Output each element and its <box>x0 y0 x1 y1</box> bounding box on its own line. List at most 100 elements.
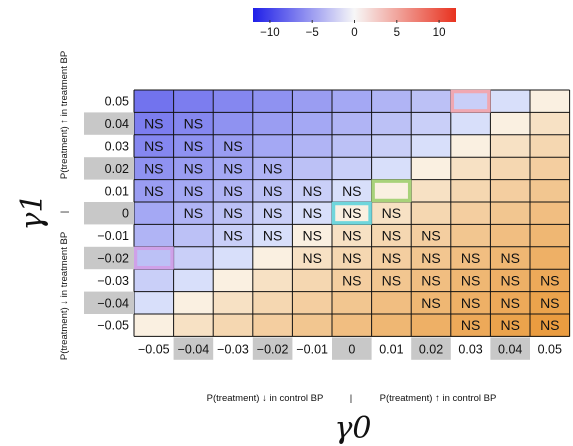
ns-label: NS <box>184 183 203 199</box>
heatmap-cell <box>411 157 452 181</box>
heatmap-cell <box>292 202 333 225</box>
ns-label: NS <box>223 183 242 199</box>
ns-label: NS <box>500 250 519 266</box>
ns-label: NS <box>500 272 519 288</box>
heatmap-cell <box>450 179 491 203</box>
heatmap-cell <box>450 314 491 337</box>
heatmap-cell <box>134 202 175 225</box>
y-tick-label: 0.01 <box>105 184 129 198</box>
heatmap-cell <box>173 157 214 181</box>
heatmap-cell <box>530 112 571 136</box>
heatmap-cell <box>371 90 412 113</box>
ns-label: NS <box>461 295 480 311</box>
heatmap-cell <box>292 314 333 337</box>
heatmap-cell <box>411 112 452 136</box>
heatmap-cell <box>252 246 293 270</box>
heatmap-cell <box>213 179 254 203</box>
ns-label: NS <box>223 160 242 176</box>
y-tick-label: 0.02 <box>105 162 129 176</box>
ns-label: NS <box>421 228 440 244</box>
heatmap-cell <box>332 224 373 248</box>
heatmap-cell <box>134 314 175 337</box>
x-tick-label: −0.01 <box>296 342 328 356</box>
ns-label: NS <box>184 160 203 176</box>
x-tick-shade <box>332 337 372 360</box>
heatmap-cell <box>213 202 254 225</box>
heatmap-cell <box>134 179 175 203</box>
heatmap-cell <box>530 224 571 248</box>
heatmap-cell <box>530 157 571 181</box>
ns-label: NS <box>184 205 203 221</box>
ns-label: NS <box>223 228 242 244</box>
y-tick-label: 0 <box>122 207 129 221</box>
heatmap-cell <box>292 134 333 158</box>
heatmap-cell <box>332 157 373 181</box>
x-tick-shade <box>173 337 214 360</box>
heatmap-cell <box>252 202 293 225</box>
y-tick-label: −0.02 <box>97 252 129 266</box>
ns-label: NS <box>500 295 519 311</box>
heatmap-cell <box>173 246 214 270</box>
ns-label: NS <box>461 317 480 333</box>
y-tick-shade <box>84 291 134 314</box>
ns-label: NS <box>223 138 242 154</box>
heatmap-cell <box>134 90 175 113</box>
x-tick-shade <box>252 337 293 360</box>
ns-label: NS <box>540 272 559 288</box>
heatmap-cell <box>371 157 412 181</box>
heatmap-cell <box>411 134 452 158</box>
ns-label: NS <box>421 295 440 311</box>
heatmap-cell <box>371 134 412 158</box>
highlighted-cells <box>133 89 491 270</box>
ns-label: NS <box>144 160 163 176</box>
highlight-box <box>450 89 491 113</box>
x-tick-label: −0.02 <box>257 342 289 356</box>
y-tick-label: −0.03 <box>97 274 129 288</box>
heatmap-cell <box>371 224 412 248</box>
ns-label: NS <box>144 138 163 154</box>
heatmap-cell <box>411 246 452 270</box>
highlight-box <box>371 179 412 203</box>
heatmap-cell <box>252 179 293 203</box>
heatmap-cell <box>173 179 214 203</box>
y-sublabel-separator: | <box>59 211 70 213</box>
heatmap-cell <box>332 112 373 136</box>
heatmap-cell <box>530 90 571 113</box>
heatmap-cell <box>134 246 175 270</box>
y-tick-labels: 0.05 0.04 0.03 0.02 0.01 0 −0.01 −0.02 −0.03 −0.0… <box>84 95 134 333</box>
heatmap-cell <box>411 90 452 113</box>
heatmap-cell <box>332 291 373 315</box>
y-tick-shade <box>84 112 134 135</box>
heatmap-cell <box>134 134 175 158</box>
heatmap-cell <box>371 246 412 270</box>
heatmap-cell <box>252 90 293 113</box>
heatmap-cell <box>450 134 491 158</box>
y-sublabel-top: P(treatment) ↑ in treatment BP <box>59 51 70 179</box>
heatmap-cell <box>292 157 333 181</box>
heatmap-cell <box>411 202 452 225</box>
heatmap-cell <box>252 224 293 248</box>
x-sublabel-right: P(treatment) ↑ in control BP <box>380 393 497 404</box>
heatmap-cell <box>173 291 214 315</box>
heatmap-cell <box>213 269 254 293</box>
x-tick-label: 0 <box>348 342 355 356</box>
highlight-box <box>331 201 372 225</box>
heatmap-cell <box>252 291 293 315</box>
heatmap-cell <box>332 314 373 337</box>
heatmap-cell <box>371 269 412 293</box>
heatmap-cell <box>173 112 214 136</box>
heatmap-cell <box>292 179 333 203</box>
heatmap-cell <box>292 112 333 136</box>
heatmap-cell <box>530 291 571 315</box>
heatmap-cell <box>292 269 333 293</box>
heatmap-cell <box>173 224 214 248</box>
heatmap-cell <box>173 90 214 113</box>
colorbar-ticks: −10 −5 0 5 10 <box>260 20 445 39</box>
heatmap-cell <box>292 90 333 113</box>
heatmap-cell <box>173 134 214 158</box>
heatmap-cell <box>332 246 373 270</box>
y-tick-shade <box>84 202 134 225</box>
heatmap-cell <box>213 224 254 248</box>
heatmap-cell <box>411 269 452 293</box>
heatmap-cell <box>332 202 373 225</box>
